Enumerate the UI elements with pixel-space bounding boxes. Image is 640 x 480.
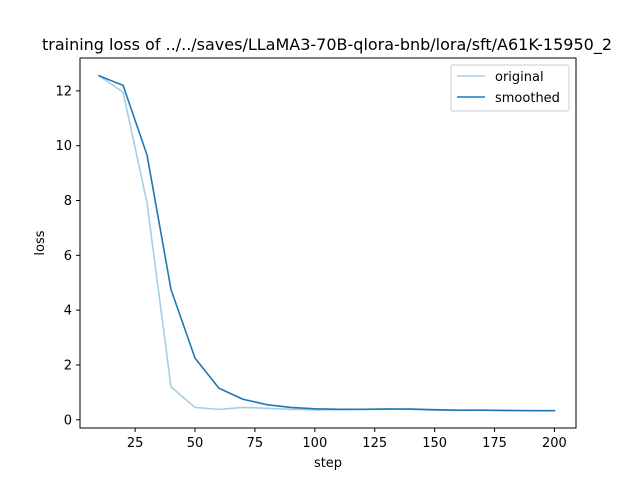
data-point-original: [266, 407, 268, 409]
data-point-smoothed: [98, 75, 100, 77]
legend-label-original: original: [495, 70, 544, 85]
x-tick-label: 125: [362, 436, 387, 451]
data-point-smoothed: [122, 85, 124, 87]
legend: original smoothed: [450, 64, 570, 112]
data-point-smoothed: [362, 408, 364, 410]
data-point-smoothed: [266, 404, 268, 406]
data-point-smoothed: [506, 410, 508, 412]
data-point-original: [242, 407, 244, 409]
y-tick-label: 2: [64, 358, 72, 373]
axes-frame: [79, 57, 577, 429]
y-tick-label: 8: [64, 194, 72, 209]
y-axis-label: loss: [33, 230, 48, 255]
y-axis-ticks: 0 2 4 6 8 10 12: [55, 84, 80, 428]
data-point-smoothed: [530, 410, 532, 412]
data-point-smoothed: [170, 289, 172, 291]
data-point-original: [194, 407, 196, 409]
data-point-smoothed: [386, 408, 388, 410]
data-point-original: [146, 202, 148, 204]
x-tick-label: 200: [542, 436, 567, 451]
data-point-smoothed: [458, 409, 460, 411]
data-point-smoothed: [554, 410, 556, 412]
data-point-smoothed: [482, 409, 484, 411]
data-point-smoothed: [434, 409, 436, 411]
x-tick-label: 150: [422, 436, 447, 451]
x-axis-ticks: 25 50 75 100 125 150 175 200: [127, 428, 567, 451]
series-layer: [98, 74, 556, 412]
data-point-smoothed: [314, 408, 316, 410]
data-point-smoothed: [290, 407, 292, 409]
chart-title: training loss of ../../saves/LLaMA3-70B-…: [42, 35, 612, 55]
legend-label-smoothed: smoothed: [495, 91, 560, 106]
series-line-smoothed: [98, 74, 556, 412]
y-tick-label: 0: [64, 413, 72, 428]
x-axis-label: step: [314, 456, 342, 471]
data-point-smoothed: [242, 398, 244, 400]
y-tick-label: 12: [55, 84, 72, 99]
data-point-original: [170, 386, 172, 388]
x-tick-label: 100: [302, 436, 327, 451]
x-tick-label: 75: [247, 436, 264, 451]
data-point-smoothed: [338, 408, 340, 410]
y-tick-label: 4: [64, 304, 72, 319]
data-point-smoothed: [194, 357, 196, 359]
x-tick-label: 175: [482, 436, 507, 451]
data-point-original: [218, 408, 220, 410]
data-point-smoothed: [218, 387, 220, 389]
x-tick-label: 25: [127, 436, 144, 451]
y-tick-label: 10: [55, 139, 72, 154]
plot-area: 25 50 75 100 125 150 175 200 0 2 4 6 8 10 12: [55, 57, 577, 451]
data-point-smoothed: [146, 154, 148, 156]
x-tick-label: 50: [187, 436, 204, 451]
y-tick-label: 6: [64, 249, 72, 264]
data-point-original: [290, 408, 292, 410]
data-point-original: [122, 91, 124, 93]
data-point-smoothed: [410, 408, 412, 410]
